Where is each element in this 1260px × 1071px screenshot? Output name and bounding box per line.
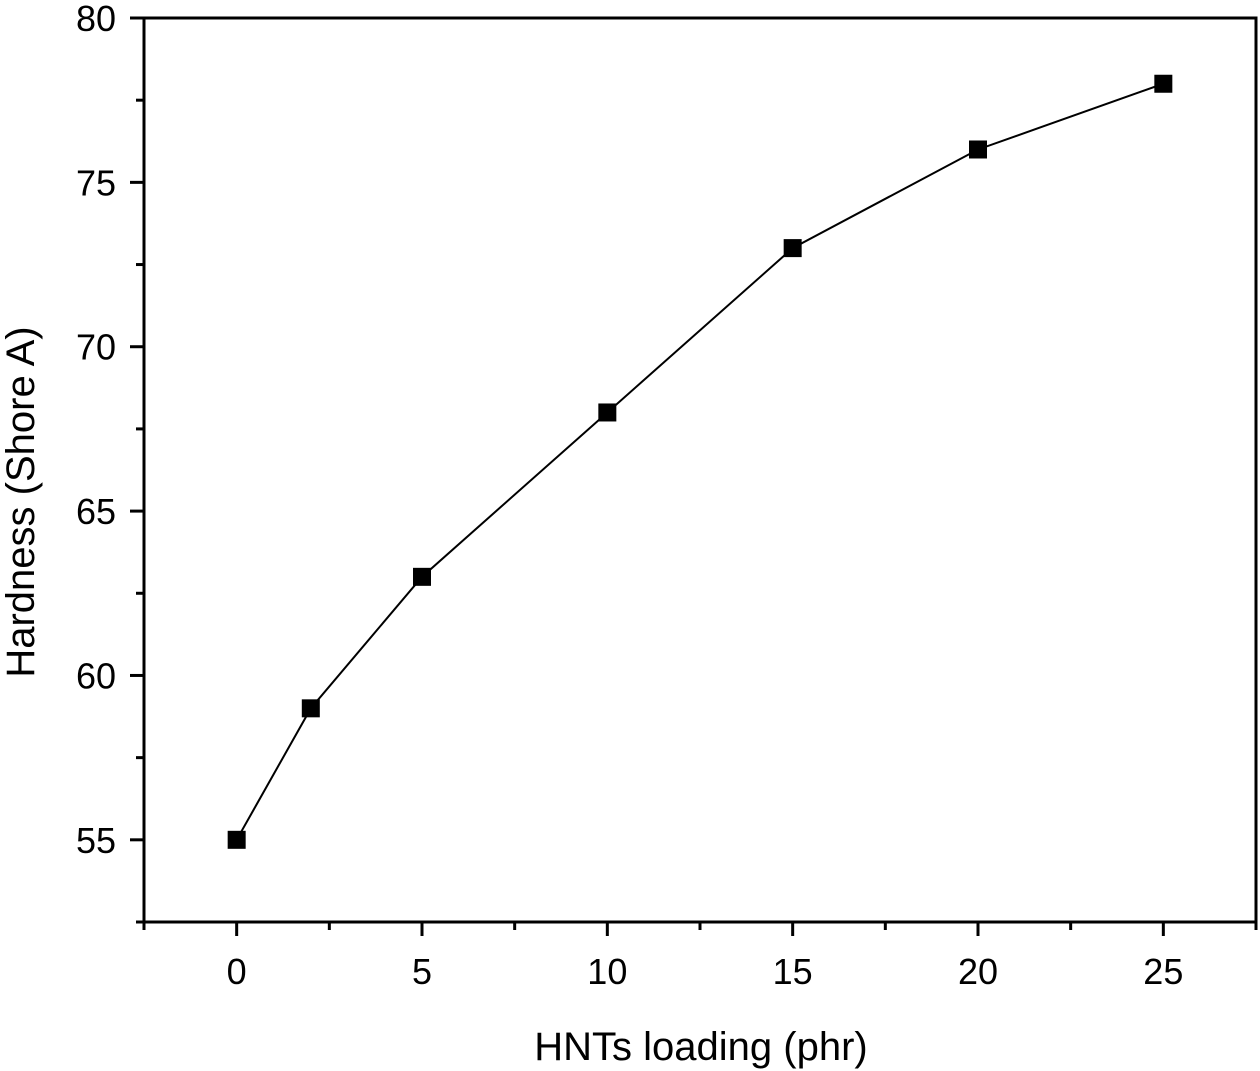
x-tick-label: 10 [587, 951, 627, 992]
x-tick-label: 15 [773, 951, 813, 992]
y-tick-label: 75 [76, 162, 116, 203]
plot-frame [142, 16, 1258, 924]
data-point-marker [227, 830, 246, 849]
y-tick-label: 80 [76, 0, 116, 39]
series-line [235, 82, 1164, 841]
y-tick-label: 60 [76, 655, 116, 696]
data-point-marker [413, 567, 431, 586]
data-point-marker [1154, 74, 1173, 93]
data-point-marker [969, 140, 987, 159]
y-axis-title: Hardness (Shore A) [0, 326, 43, 677]
data-point-marker [783, 239, 802, 258]
x-axis-ticks [142, 922, 1258, 936]
data-series [227, 74, 1173, 849]
y-tick-label: 55 [76, 820, 116, 861]
y-axis-tick-labels: 55 60 65 70 75 80 [76, 0, 116, 861]
data-point-marker [301, 699, 320, 718]
y-tick-label: 70 [76, 327, 116, 368]
x-axis-tick-labels: 0 5 10 15 20 25 [227, 951, 1184, 992]
y-tick-label: 65 [76, 491, 116, 532]
x-tick-label: 0 [227, 951, 247, 992]
x-axis-title: HNTs loading (phr) [534, 1025, 867, 1069]
plot-border [142, 16, 1258, 924]
x-tick-label: 20 [958, 951, 998, 992]
x-tick-label: 25 [1143, 951, 1183, 992]
x-tick-label: 5 [412, 951, 432, 992]
y-axis-ticks [130, 16, 144, 924]
data-point-marker [598, 403, 617, 422]
